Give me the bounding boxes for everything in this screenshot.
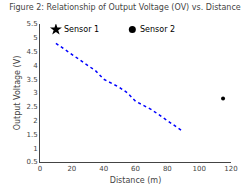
svg-text:2.5: 2.5: [26, 103, 37, 111]
svg-text:Sensor 1: Sensor 1: [64, 25, 99, 34]
svg-text:3.5: 3.5: [26, 76, 37, 84]
svg-text:4: 4: [33, 62, 38, 70]
svg-text:Distance (m): Distance (m): [110, 176, 162, 185]
svg-text:80: 80: [163, 165, 172, 173]
svg-text:2: 2: [33, 117, 37, 125]
svg-text:0.5: 0.5: [26, 158, 37, 166]
svg-text:Sensor 2: Sensor 2: [140, 25, 175, 34]
svg-text:5: 5: [33, 34, 37, 42]
svg-text:3: 3: [33, 89, 37, 97]
svg-text:40: 40: [99, 165, 108, 173]
svg-text:Output Voltage (V): Output Voltage (V): [13, 56, 22, 131]
svg-text:60: 60: [131, 165, 140, 173]
svg-text:20: 20: [67, 165, 76, 173]
svg-text:1: 1: [33, 145, 37, 153]
svg-text:0: 0: [38, 165, 42, 173]
svg-text:120: 120: [224, 165, 237, 173]
svg-text:Figure 2: Relationship of Outp: Figure 2: Relationship of Output Voltage…: [9, 3, 241, 12]
svg-text:4.5: 4.5: [26, 48, 37, 56]
svg-text:100: 100: [192, 165, 205, 173]
svg-text:5.5: 5.5: [26, 20, 37, 28]
svg-text:1.5: 1.5: [26, 131, 37, 139]
